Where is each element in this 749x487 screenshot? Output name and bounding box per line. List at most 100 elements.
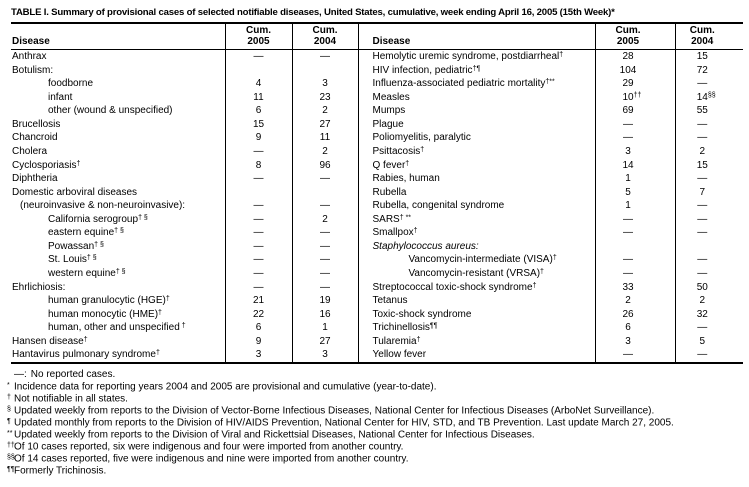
value-cell-cum-2005: 3 — [594, 334, 675, 349]
case-count: — — [697, 349, 708, 361]
case-count: — — [697, 78, 708, 90]
value-cell-cum-2004: 1 — [291, 321, 358, 335]
value-cell-cum-2005: 3 — [224, 348, 292, 363]
disease-cell: Diphtheria — [11, 172, 225, 186]
value-cell-cum-2004: — — [674, 267, 743, 281]
case-count: 69 — [622, 105, 634, 117]
case-count: — — [697, 227, 708, 239]
case-count: 22 — [252, 308, 265, 320]
disease-label: Measles — [372, 91, 410, 103]
footnote-marker-superscript: † § — [94, 241, 104, 249]
case-count: 7 — [699, 186, 706, 198]
table-row: foodborne 4 3 Influenza-associated pediatri… — [11, 77, 743, 91]
table-body: Anthrax — — Hemolytic uremic syndrome, post… — [11, 49, 743, 363]
table-row: (neuroinvasive & non-neuroinvasive): — — Ru… — [11, 199, 743, 213]
case-count: — — [697, 132, 708, 144]
value-cell-cum-2005: 6 — [224, 104, 292, 118]
footnote-marker: †† — [7, 442, 15, 449]
value-cell-cum-2004: — — [291, 172, 358, 186]
disease-label: Ehrlichiosis: — [12, 281, 66, 293]
footnote-marker: § — [7, 405, 11, 413]
value-cell-cum-2005: — — [594, 212, 675, 227]
value-cell-cum-2005: — — [224, 144, 292, 159]
value-cell-cum-2005: — — [224, 267, 292, 281]
value-cell-cum-2004: 55 — [674, 104, 743, 118]
footnote-marker-superscript: † — [416, 336, 421, 344]
case-count: — — [253, 227, 264, 239]
value-cell-cum-2004: — — [674, 77, 743, 91]
disease-label: western equine — [48, 268, 116, 279]
disease-label: Hantavirus pulmonary syndrome — [12, 349, 156, 361]
value-cell-cum-2005: 69 — [594, 104, 675, 118]
case-count: 9 — [255, 132, 262, 144]
header-cum-label: Cum. — [246, 25, 271, 36]
footnote-marker: §§ — [7, 454, 15, 462]
value-cell-cum-2004: 19 — [291, 294, 358, 308]
case-count: 1 — [625, 200, 631, 212]
footnote-line: † Not notifiable in all states. — [7, 393, 749, 405]
disease-cell: Domestic arboviral diseases — [11, 186, 225, 200]
value-cell-cum-2004 — [674, 239, 743, 254]
case-count: 27 — [319, 335, 331, 347]
footnote-text: Of 10 cases reported, six were indigenou… — [14, 441, 404, 453]
case-count: — — [253, 240, 264, 252]
table-row: Powassan† § — — Staphylococcus aureus: — [11, 239, 743, 254]
table-row: Domestic arboviral diseases Rubella 5 7 — [11, 185, 743, 200]
value-cell-cum-2004: — — [674, 212, 743, 227]
disease-label: Domestic arboviral diseases — [12, 186, 138, 198]
value-cell-cum-2004: 96 — [291, 158, 358, 173]
value-cell-cum-2005: — — [224, 280, 292, 295]
value-cell-cum-2004: 5 — [674, 334, 743, 349]
value-cell-cum-2005: — — [594, 253, 675, 267]
footnote-marker-superscript: † — [165, 295, 170, 303]
value-cell-cum-2004: — — [291, 239, 358, 254]
disease-label: Q fever — [372, 159, 406, 171]
disease-label: eastern equine — [48, 227, 115, 239]
case-count: 9 — [255, 335, 262, 347]
footnote-line: § Updated weekly from reports to the Divi… — [7, 405, 749, 417]
value-cell-cum-2004: — — [291, 49, 358, 64]
footnote-marker-superscript: † — [413, 227, 418, 235]
footnote-marker-superscript: †** — [545, 78, 555, 86]
case-count: — — [623, 213, 633, 225]
case-count: 96 — [319, 159, 331, 171]
footnote-text: Formerly Trichinosis. — [14, 465, 107, 477]
case-count: — — [320, 173, 330, 185]
header-year-2005: 2005 — [247, 35, 270, 47]
disease-cell: Poliomyelitis, paralytic — [357, 131, 595, 145]
table-row: Anthrax — — Hemolytic uremic syndrome, post… — [11, 49, 743, 64]
footnote-marker-superscript: † — [179, 322, 186, 330]
disease-cell: Smallpox† — [357, 226, 595, 240]
case-count: — — [320, 200, 330, 212]
footnote-line: * Incidence data for reporting years 2004… — [7, 381, 749, 393]
value-cell-cum-2005: — — [224, 239, 292, 254]
value-cell-cum-2004: 11 — [291, 131, 358, 145]
header-disease-right: Disease — [357, 23, 595, 50]
case-count: 2 — [322, 213, 328, 225]
value-cell-cum-2005: 10†† — [594, 90, 675, 105]
value-cell-cum-2004: — — [291, 199, 358, 213]
disease-cell: Yellow fever — [357, 348, 595, 363]
disease-cell: Hantavirus pulmonary syndrome† — [11, 348, 225, 363]
case-count: — — [697, 118, 708, 130]
table-row: Diphtheria — — Rabies, human 1 — — [11, 172, 743, 186]
disease-cell: human monocytic (HME)† — [11, 308, 225, 322]
disease-cell: Botulism: — [11, 64, 225, 78]
header-year-2004: 2004 — [691, 35, 714, 47]
value-cell-cum-2004: 72 — [674, 63, 743, 78]
value-cell-cum-2005: — — [224, 49, 292, 64]
footnote-line: ¶ Updated monthly from reports to the Div… — [7, 417, 749, 429]
value-cell-cum-2005: 14 — [594, 158, 675, 173]
value-cell-cum-2004: 32 — [674, 307, 743, 322]
disease-cell: St. Louis† § — [11, 253, 225, 267]
header-cum-label: Cum. — [615, 25, 641, 36]
disease-label: Psittacosis — [372, 145, 421, 157]
case-count: 3 — [322, 78, 328, 90]
case-count: 4 — [255, 78, 262, 90]
value-cell-cum-2005: 15 — [224, 117, 292, 132]
case-count: — — [623, 118, 633, 130]
case-count: 19 — [319, 295, 331, 307]
value-cell-cum-2005: 6 — [594, 321, 675, 335]
disease-cell: Q fever† — [357, 158, 595, 173]
value-cell-cum-2004: 2 — [291, 104, 358, 118]
